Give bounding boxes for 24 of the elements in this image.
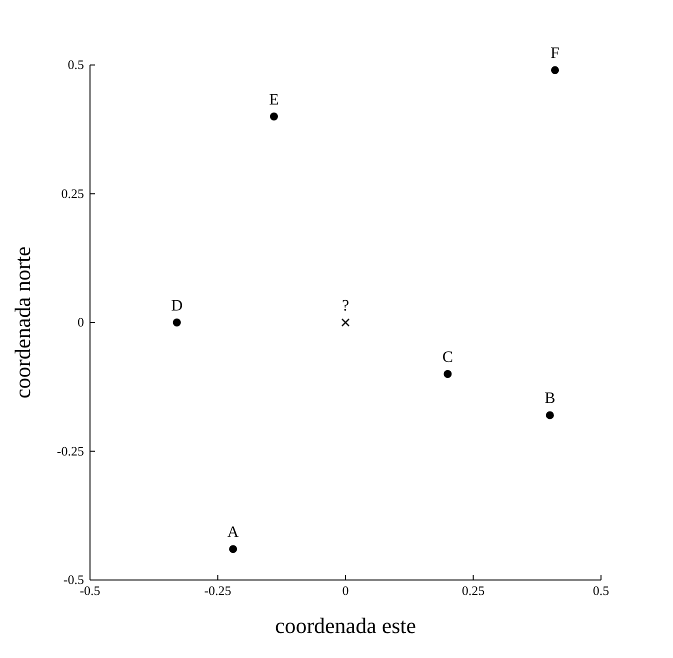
y-tick-label: -0.25 (56, 443, 84, 458)
x-axis-title: coordenada este (274, 613, 416, 638)
x-tick-label: -0.25 (204, 583, 232, 598)
x-tick-label: 0.5 (592, 583, 610, 598)
y-tick-label: 0.5 (68, 57, 84, 72)
point (229, 545, 238, 554)
annotation: E (269, 92, 279, 108)
annotation: B (544, 390, 556, 408)
annotation: A (227, 524, 240, 542)
annotation: C (442, 349, 454, 366)
annotation: D (171, 298, 183, 314)
point (546, 411, 554, 420)
point (551, 66, 560, 74)
x-tick-label: 0.25 (462, 583, 485, 598)
point (341, 318, 350, 327)
y-tick-label: 0.25 (61, 186, 84, 201)
x-tick-label: 0 (342, 583, 349, 598)
point (444, 370, 452, 378)
annotation: F (550, 45, 560, 62)
y-tick-label: 0 (78, 314, 84, 330)
y-axis-title: coordenada norte (10, 246, 35, 399)
point (270, 112, 278, 120)
annotation: ? (342, 298, 350, 314)
point (172, 318, 181, 326)
